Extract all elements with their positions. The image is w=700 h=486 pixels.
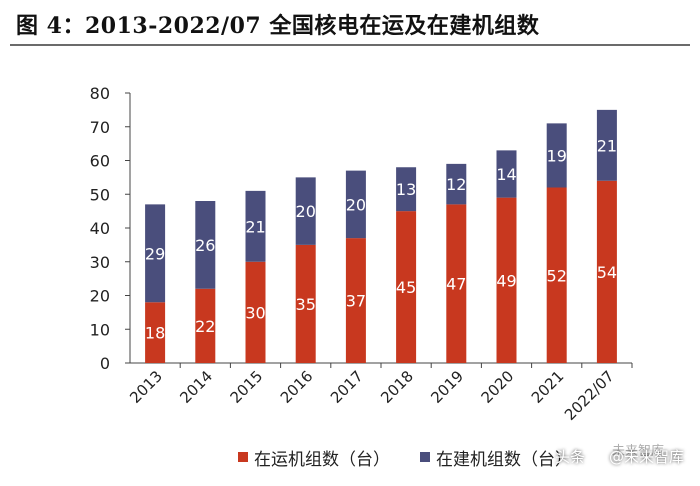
x-tick-label: 2021: [528, 367, 568, 407]
data-label-operating: 22: [195, 317, 215, 336]
watermark: 头条 @未来智库: [555, 446, 684, 467]
legend-item-operating: 在运机组数（台）: [238, 445, 390, 470]
bar-operating: [195, 288, 216, 363]
bar-operating: [345, 238, 366, 363]
x-tick-label: 2019: [427, 367, 467, 407]
data-label-construction: 12: [446, 175, 466, 194]
data-label-construction: 26: [195, 236, 215, 255]
y-tick-label: 80: [90, 84, 110, 103]
x-tick-label: 2016: [277, 367, 317, 407]
y-tick-label: 40: [90, 219, 110, 238]
legend-swatch-operating: [238, 452, 248, 462]
data-label-construction: 29: [145, 244, 165, 263]
x-tick-label: 2017: [327, 367, 367, 407]
data-label-construction: 21: [245, 217, 265, 236]
bar-operating: [596, 180, 617, 363]
bar-construction: [295, 177, 316, 245]
data-label-construction: 19: [547, 146, 567, 165]
y-tick-label: 30: [90, 253, 110, 272]
legend-label-construction: 在建机组数（台）: [436, 449, 572, 470]
bar-operating: [295, 244, 316, 363]
legend-swatch-construction: [420, 452, 430, 462]
bar-construction: [245, 190, 266, 262]
y-tick-label: 0: [100, 354, 110, 373]
data-label-construction: 13: [396, 180, 416, 199]
data-label-operating: 18: [145, 324, 165, 343]
bar-construction: [345, 170, 366, 239]
y-tick-label: 10: [90, 320, 110, 339]
data-label-construction: 14: [496, 165, 516, 184]
y-tick-label: 20: [90, 287, 110, 306]
bar-construction: [596, 109, 617, 181]
bar-operating: [145, 302, 166, 363]
chart-legend: 在运机组数（台） 在建机组数（台）: [238, 444, 602, 470]
data-label-operating: 49: [496, 271, 516, 290]
data-label-operating: 37: [346, 292, 366, 311]
bar-construction: [546, 123, 567, 188]
watermark-prefix: 头条: [555, 448, 586, 466]
x-tick-label: 2013: [126, 367, 166, 407]
legend-label-operating: 在运机组数（台）: [254, 449, 390, 470]
watermark-logo-icon: [589, 448, 606, 465]
x-tick-label: 2015: [227, 367, 267, 407]
y-tick-label: 70: [90, 118, 110, 137]
bar-operating: [496, 197, 517, 363]
bar-construction: [396, 167, 417, 212]
data-label-operating: 52: [547, 266, 567, 285]
bar-construction: [145, 204, 166, 303]
x-tick-label: 2020: [478, 367, 518, 407]
y-tick-label: 60: [90, 152, 110, 171]
data-label-construction: 20: [296, 202, 316, 221]
x-tick-label: 2014: [176, 367, 216, 407]
data-label-operating: 30: [245, 303, 265, 322]
x-tick-label: 2018: [377, 367, 417, 407]
bar-operating: [245, 261, 266, 363]
data-label-operating: 35: [296, 295, 316, 314]
title-rule: [10, 44, 690, 46]
bar-construction: [446, 163, 467, 205]
bar-operating: [446, 204, 467, 363]
legend-item-construction: 在建机组数（台）: [420, 445, 572, 470]
figure-title: 图 4：2013-2022/07 全国核电在运及在建机组数: [16, 13, 540, 39]
bar-operating: [546, 187, 567, 363]
watermark-top-text: 未来智库: [612, 444, 665, 459]
data-label-operating: 54: [597, 263, 617, 282]
bar-construction: [195, 201, 216, 289]
data-label-operating: 45: [396, 278, 416, 297]
bar-construction: [496, 150, 517, 198]
data-label-construction: 21: [597, 136, 617, 155]
data-label-construction: 20: [346, 195, 366, 214]
y-tick-label: 50: [90, 185, 110, 204]
bar-operating: [396, 211, 417, 363]
data-label-operating: 47: [446, 275, 466, 294]
watermark-suffix: @未来智库: [609, 448, 685, 466]
x-tick-label: 2022/07: [561, 367, 618, 424]
